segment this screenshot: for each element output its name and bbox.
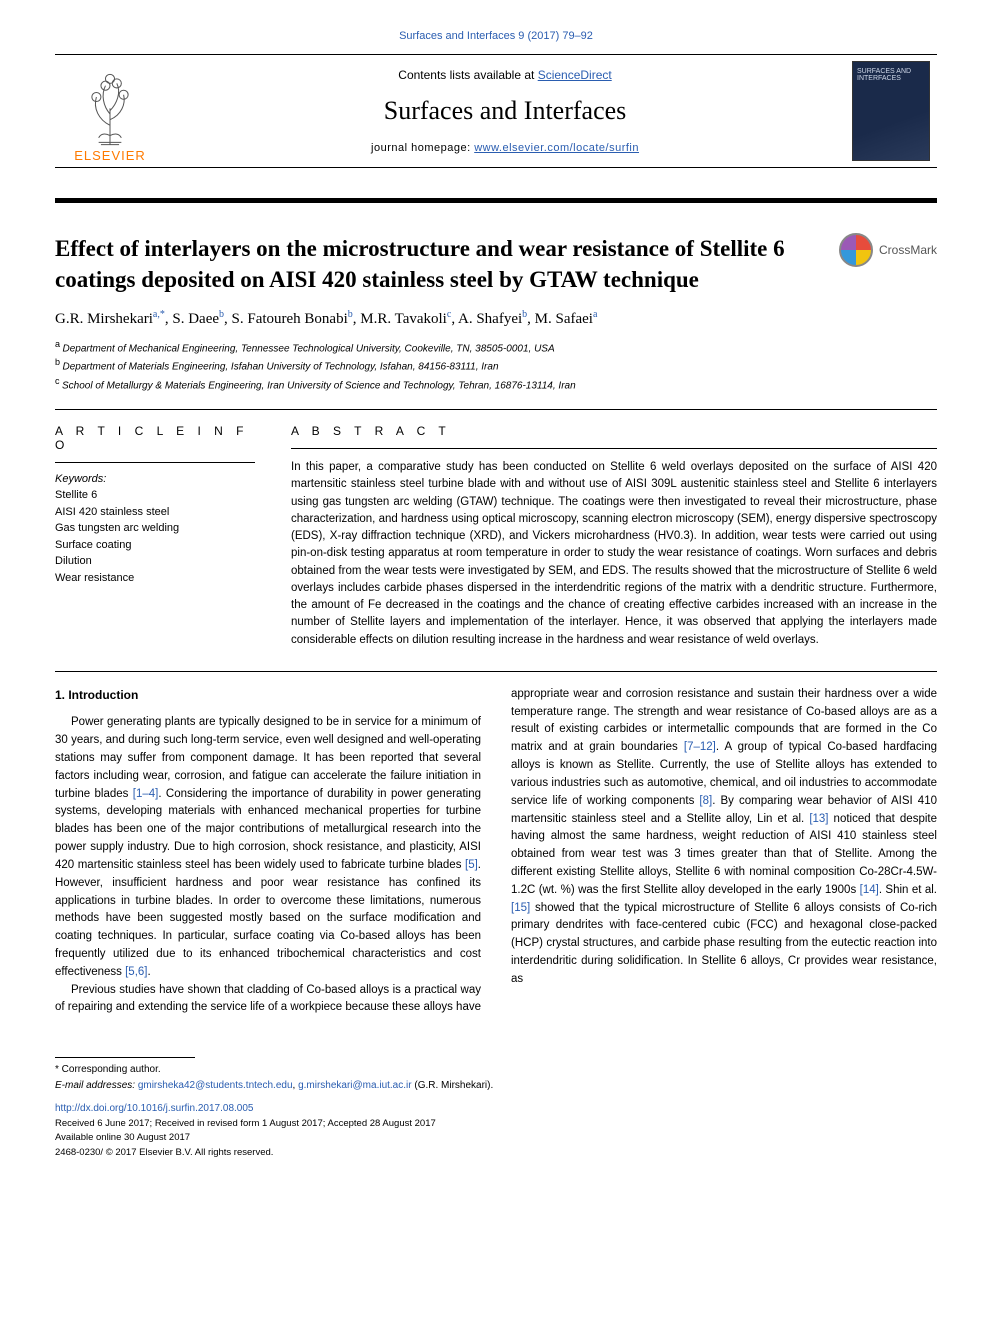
ref-13[interactable]: [13] xyxy=(809,813,828,825)
keyword-item: Dilution xyxy=(55,553,255,570)
crossmark-label: CrossMark xyxy=(879,243,937,257)
homepage-link[interactable]: www.elsevier.com/locate/surfin xyxy=(474,142,639,154)
keyword-item: AISI 420 stainless steel xyxy=(55,504,255,521)
author-name: , S. Daee xyxy=(165,311,219,327)
intro-p1-c: . However, insufficient hardness and poo… xyxy=(55,859,481,978)
keyword-item: Gas tungsten arc welding xyxy=(55,520,255,537)
journal-cover-thumb: SURFACES AND INTERFACES xyxy=(845,55,937,167)
ref-5[interactable]: [5] xyxy=(465,859,478,871)
crossmark-badge[interactable]: CrossMark xyxy=(839,233,937,267)
affiliations-block: a Department of Mechanical Engineering, … xyxy=(55,338,937,393)
citation-header: Surfaces and Interfaces 9 (2017) 79–92 xyxy=(55,30,937,42)
affiliation-line: a Department of Mechanical Engineering, … xyxy=(55,338,937,356)
ref-7-12[interactable]: [7–12] xyxy=(684,741,716,753)
keywords-list: Stellite 6AISI 420 stainless steelGas tu… xyxy=(55,487,255,586)
footer-block: * Corresponding author. E-mail addresses… xyxy=(55,1057,937,1161)
article-info-heading: A R T I C L E I N F O xyxy=(55,424,255,452)
journal-title: Surfaces and Interfaces xyxy=(165,96,845,126)
author-name: , M. Safaei xyxy=(527,311,593,327)
contents-prefix: Contents lists available at xyxy=(398,68,537,82)
doi-link[interactable]: http://dx.doi.org/10.1016/j.surfin.2017.… xyxy=(55,1103,253,1114)
abstract-heading: A B S T R A C T xyxy=(291,424,937,438)
article-title: Effect of interlayers on the microstruct… xyxy=(55,233,819,295)
affiliation-text: Department of Mechanical Engineering, Te… xyxy=(63,343,555,354)
footer-rule xyxy=(55,1057,195,1058)
affiliation-key: a xyxy=(55,339,63,349)
author-name: , M.R. Tavakoli xyxy=(353,311,447,327)
ref-1-4[interactable]: [1–4] xyxy=(133,788,159,800)
header-center: Contents lists available at ScienceDirec… xyxy=(165,55,845,167)
email-label: E-mail addresses: xyxy=(55,1080,138,1091)
keyword-item: Stellite 6 xyxy=(55,487,255,504)
available-line: Available online 30 August 2017 xyxy=(55,1131,937,1146)
intro-p1-d: . xyxy=(148,966,151,978)
publisher-logo: ELSEVIER xyxy=(55,55,165,167)
keywords-label: Keywords: xyxy=(55,473,255,485)
ref-15[interactable]: [15] xyxy=(511,902,530,914)
affiliation-line: c School of Metallurgy & Materials Engin… xyxy=(55,375,937,393)
keyword-item: Wear resistance xyxy=(55,570,255,587)
cover-label: SURFACES AND INTERFACES xyxy=(857,68,925,82)
copyright-line: 2468-0230/ © 2017 Elsevier B.V. All righ… xyxy=(55,1146,937,1161)
abstract-divider xyxy=(291,448,937,449)
ref-14[interactable]: [14] xyxy=(860,884,879,896)
elsevier-tree-icon xyxy=(75,63,145,148)
author-affil-marker: a xyxy=(593,309,597,320)
intro-p2-e: . Shin et al. xyxy=(879,884,937,896)
affiliation-line: b Department of Materials Engineering, I… xyxy=(55,356,937,374)
introduction-body: 1. Introduction Power generating plants … xyxy=(55,686,937,1017)
intro-p1-b: . Considering the importance of durabili… xyxy=(55,788,481,871)
abstract-text: In this paper, a comparative study has b… xyxy=(291,459,937,649)
divider-2 xyxy=(55,671,937,672)
affiliation-key: b xyxy=(55,357,63,367)
author-affil-marker: a,* xyxy=(153,309,165,320)
email-1[interactable]: gmirsheka42@students.tntech.edu xyxy=(138,1080,293,1091)
affiliation-text: School of Metallurgy & Materials Enginee… xyxy=(62,380,576,391)
corresponding-author: * Corresponding author. xyxy=(55,1062,937,1078)
author-name: , S. Fatoureh Bonabi xyxy=(224,311,348,327)
author-name: G.R. Mirshekari xyxy=(55,311,153,327)
authors-line: G.R. Mirshekaria,*, S. Daeeb, S. Fatoure… xyxy=(55,309,937,328)
intro-p1: Power generating plants are typically de… xyxy=(55,714,481,981)
email-tail: (G.R. Mirshekari). xyxy=(414,1080,493,1091)
author-name: , A. Shafyei xyxy=(451,311,522,327)
affiliation-text: Department of Materials Engineering, Isf… xyxy=(63,362,499,373)
intro-p2-f: showed that the typical microstructure o… xyxy=(511,902,937,985)
keyword-item: Surface coating xyxy=(55,537,255,554)
intro-heading: 1. Introduction xyxy=(55,686,481,705)
contents-line: Contents lists available at ScienceDirec… xyxy=(165,68,845,82)
homepage-prefix: journal homepage: xyxy=(371,142,474,154)
divider-1 xyxy=(55,409,937,410)
sciencedirect-link[interactable]: ScienceDirect xyxy=(538,68,612,82)
email-line: E-mail addresses: gmirsheka42@students.t… xyxy=(55,1078,937,1094)
publisher-name: ELSEVIER xyxy=(74,148,146,163)
journal-cover-image: SURFACES AND INTERFACES xyxy=(852,61,930,161)
journal-header-box: ELSEVIER Contents lists available at Sci… xyxy=(55,54,937,168)
affiliation-key: c xyxy=(55,376,62,386)
email-2[interactable]: g.mirshekari@ma.iut.ac.ir xyxy=(298,1080,412,1091)
ref-5-6: [5,6] xyxy=(125,966,147,978)
ref-8[interactable]: [8] xyxy=(699,795,712,807)
dates-line: Received 6 June 2017; Received in revise… xyxy=(55,1117,937,1132)
info-divider xyxy=(55,462,255,463)
crossmark-icon xyxy=(839,233,873,267)
homepage-line: journal homepage: www.elsevier.com/locat… xyxy=(165,142,845,154)
